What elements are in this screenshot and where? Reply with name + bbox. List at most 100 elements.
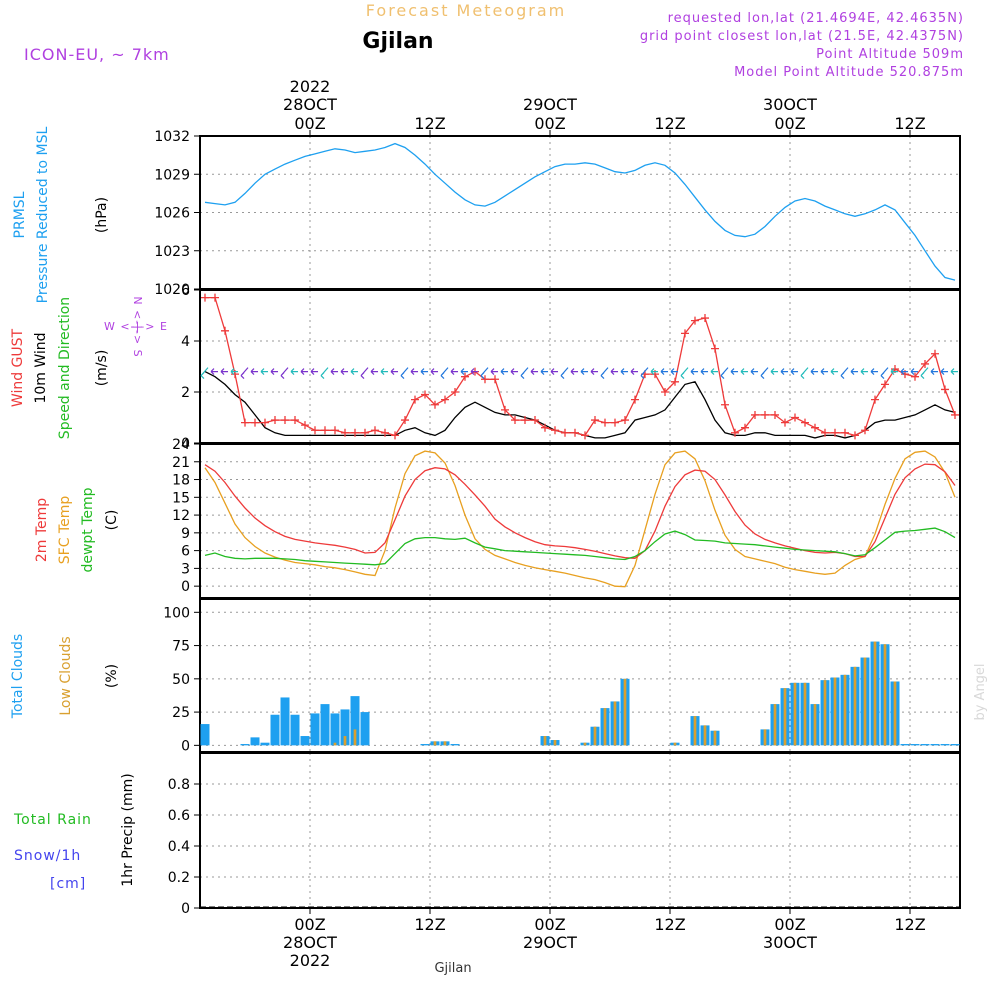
low-cloud-bar <box>333 742 337 746</box>
gust-marker <box>661 388 669 396</box>
gust-marker <box>751 410 759 419</box>
wind-direction-arrow <box>270 368 278 376</box>
temp-unit: (C) <box>104 510 120 531</box>
gust-marker <box>311 426 319 435</box>
wind-direction-arrow <box>850 368 858 376</box>
temp-labels: 2m Temp SFC Temp dewpt Temp (C) <box>34 487 120 572</box>
total-cloud-bar <box>200 724 210 746</box>
gust-marker <box>451 388 459 396</box>
low-cloud-bar <box>853 666 857 746</box>
wind-direction-arrow <box>640 367 649 380</box>
wind-direction-arrow <box>950 368 958 376</box>
bottom-hour-label: 00Z <box>534 915 565 934</box>
y-tick-label: 25 <box>172 705 190 721</box>
total-cloud-bar <box>910 744 920 746</box>
y-tick-label: 100 <box>163 605 190 621</box>
gust-marker <box>441 395 449 404</box>
cloud-labels: Total Clouds Low Clouds (%) <box>10 634 120 719</box>
gust-marker <box>731 428 739 437</box>
gust-marker <box>291 416 299 425</box>
gust-marker <box>561 428 569 437</box>
y-tick-label: 6 <box>181 283 190 299</box>
y-tick-label: 3 <box>181 561 190 577</box>
gust-marker <box>771 410 779 419</box>
total-rain-label: Total Rain <box>13 812 92 828</box>
wind-direction-arrow <box>730 368 738 376</box>
pressure-labels: PRMSL Pressure Reduced to MSL (hPa) <box>12 126 110 303</box>
y-tick-label: 18 <box>172 473 190 489</box>
gust-marker <box>281 416 289 425</box>
gust-marker <box>721 400 729 409</box>
low-cloud-bar <box>603 708 607 746</box>
gust-marker <box>801 418 809 427</box>
panel-frame-wind <box>199 289 961 444</box>
gust-marker <box>331 426 339 435</box>
wind-direction-arrow <box>420 368 428 376</box>
gust-marker <box>591 416 599 425</box>
total-cloud-bar <box>930 744 940 746</box>
wind-direction-arrow <box>240 367 249 380</box>
wind-direction-arrow <box>530 368 538 376</box>
gust-marker <box>821 428 829 437</box>
gust-marker <box>851 431 859 440</box>
temp-2m-line <box>204 463 956 559</box>
panel-frame-temp <box>199 443 961 599</box>
gust-marker <box>781 418 789 427</box>
gust-marker <box>911 372 919 381</box>
wind-direction-arrow <box>680 367 689 380</box>
total-cloud-bar <box>260 742 270 746</box>
gust-marker <box>211 293 219 302</box>
pressure-line <box>204 142 956 281</box>
gust-marker <box>261 418 269 427</box>
total-cloud-bar <box>340 709 350 746</box>
low-cloud-bar <box>583 742 587 746</box>
wind-direction-arrow <box>260 368 268 376</box>
low-cloud-bar <box>803 682 807 746</box>
low-cloud-bar <box>673 742 677 746</box>
gust-marker <box>241 418 249 427</box>
wind-direction-arrow <box>350 368 358 376</box>
gust-marker <box>511 416 519 425</box>
wind-direction-arrow <box>490 368 498 376</box>
precip-labels: Total Rain Snow/1h [cm] 1hr Precip (mm) <box>13 773 136 892</box>
wind-direction-arrow <box>310 368 318 376</box>
wind-direction-arrow <box>230 368 238 376</box>
wind-direction-arrow <box>380 368 388 376</box>
model-altitude: Model Point Altitude 520.875m <box>734 65 964 80</box>
total-cloud-bar <box>920 744 930 746</box>
wind-gust-label: Wind GUST <box>10 328 26 407</box>
wind-direction-arrow <box>570 368 578 376</box>
total-cloud-bar <box>270 714 280 746</box>
wind-direction-arrow <box>250 368 258 376</box>
total-cloud-bar <box>320 704 330 746</box>
gust-marker <box>841 428 849 437</box>
top-date-label: 30OCT <box>763 95 817 114</box>
gust-marker <box>531 416 539 425</box>
bottom-hour-label: 12Z <box>414 915 445 934</box>
footer-location: Gjilan <box>434 961 471 976</box>
total-cloud-bar <box>420 744 430 746</box>
top-hour-label: 00Z <box>774 114 805 133</box>
wind-labels: Wind GUST 10m Wind Speed and Direction (… <box>10 296 167 439</box>
y-tick-label: 24 <box>172 437 190 453</box>
pressure-label-prmsl: PRMSL <box>12 191 28 238</box>
model-label: ICON-EU, ~ 7km <box>24 45 170 64</box>
gust-marker <box>251 418 259 427</box>
gust-marker <box>681 329 689 338</box>
pressure-unit: (hPa) <box>94 197 110 233</box>
low-cloud-bar <box>613 701 617 746</box>
gust-marker <box>361 428 369 437</box>
low-cloud-bar <box>623 678 627 746</box>
wind-unit: (m/s) <box>94 350 110 387</box>
wind-direction-arrow <box>740 368 748 376</box>
gust-marker <box>371 426 379 435</box>
y-tick-label: 9 <box>181 526 190 542</box>
wind-direction-arrow <box>520 367 529 380</box>
wind-gust-line <box>205 296 956 437</box>
wind-direction-arrow <box>280 367 289 380</box>
wind-direction-arrow <box>750 368 758 376</box>
gust-marker <box>341 428 349 437</box>
y-axis-ticks: 1020102310261029103202460369121518212402… <box>154 129 200 917</box>
total-cloud-bar <box>290 714 300 746</box>
wind-direction-arrow <box>810 368 818 376</box>
